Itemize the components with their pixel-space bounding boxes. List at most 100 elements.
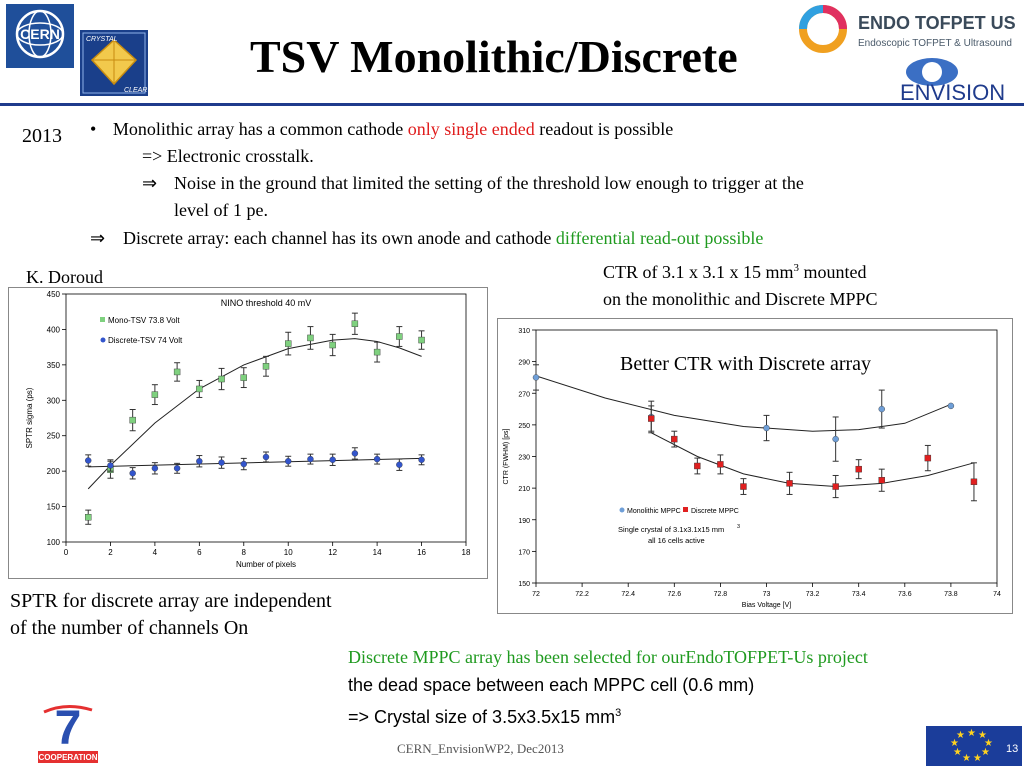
data-point: [151, 465, 159, 472]
y-tick-label: 170: [518, 549, 530, 556]
envision-logo: ENVISION: [896, 52, 1022, 106]
y-tick-label: 400: [47, 325, 61, 334]
crystal-clear-logo: CRYSTAL CLEAR: [80, 30, 148, 96]
data-point: [418, 456, 425, 464]
project-line1: Discrete MPPC array has been selected fo…: [348, 647, 868, 667]
x-tick-label: 10: [284, 548, 293, 557]
bullet-2-pre: Discrete array: each channel has its own…: [123, 228, 556, 248]
y-tick-label: 250: [518, 423, 530, 430]
bullet-2: Discrete array: each channel has its own…: [123, 228, 763, 249]
endo-subtitle: Endoscopic TOFPET & Ultrasound: [858, 38, 1012, 49]
data-point: [717, 461, 724, 468]
bullet-1-sub1: => Electronic crosstalk.: [142, 146, 314, 166]
svg-text:★: ★: [981, 747, 990, 758]
bullet-1-post: readout is possible: [534, 119, 674, 139]
x-tick-label: 72: [532, 591, 540, 598]
project-line2: the dead space between each MPPC cell (0…: [348, 675, 755, 695]
data-point: [694, 462, 701, 470]
data-point: [262, 453, 270, 461]
data-point: [285, 340, 292, 347]
y-tick-label: 150: [47, 503, 61, 512]
y-tick-label: 210: [518, 486, 530, 493]
footer-text: CERN_EnvisionWP2, Dec2013: [397, 741, 564, 756]
fp7-icon: 7 COOPERATION: [38, 702, 98, 763]
svg-text:★: ★: [962, 753, 971, 764]
data-point: [970, 478, 978, 486]
data-point: [373, 348, 381, 356]
y-tick-label: 300: [47, 396, 61, 405]
x-tick-label: 73.6: [898, 591, 912, 598]
data-point: [307, 455, 314, 463]
data-point: [351, 450, 359, 457]
bullet-2-arrow: ⇒: [90, 228, 106, 248]
x-axis-label: Bias Voltage [V]: [742, 602, 791, 609]
x-tick-label: 73.2: [806, 591, 820, 598]
x-tick-label: 8: [242, 548, 247, 557]
data-point: [878, 477, 885, 484]
x-tick-label: 12: [328, 548, 337, 557]
legend-marker: [100, 317, 105, 322]
x-tick-label: 72.4: [621, 591, 635, 598]
slide-title: TSV Monolithic/Discrete: [250, 31, 738, 82]
svg-text:★: ★: [953, 747, 962, 758]
legend-marker: [683, 507, 688, 512]
data-point: [85, 513, 92, 521]
legend-marker: [619, 507, 625, 513]
crystal-label: CRYSTAL: [86, 36, 118, 43]
ctr-note-line1-post: mounted: [799, 262, 867, 282]
endo-ring-icon: ENDO TOFPET US Endoscopic TOFPET & Ultra…: [799, 5, 1016, 53]
bullet-2-green: differential read-out possible: [555, 228, 764, 248]
x-tick-label: 73.4: [852, 591, 866, 598]
envision-text: ENVISION: [900, 80, 1005, 105]
data-point: [532, 374, 540, 381]
data-point: [855, 465, 862, 473]
svg-text:★: ★: [950, 738, 959, 749]
cern-logo: CERN: [6, 4, 74, 68]
x-tick-label: 73.8: [944, 591, 958, 598]
y-axis-label: CTR (FWHM) [ps]: [503, 428, 510, 484]
y-tick-label: 250: [47, 432, 61, 441]
data-point: [671, 435, 678, 443]
ctr-note-line1: CTR of 3.1 x 3.1 x 15 mm: [603, 262, 794, 282]
project-line3: => Crystal size of 3.5x3.5x15 mm3: [348, 699, 868, 731]
svg-text:★: ★: [973, 753, 982, 764]
y-axis-label: SPTR sigma (ps): [25, 387, 34, 448]
svg-text:★: ★: [967, 728, 976, 739]
data-point: [196, 385, 203, 393]
data-point: [240, 374, 247, 381]
year-label: 2013: [22, 125, 62, 147]
ctr-chart: 150 170 190 210 230 250 270 290 310 72 72.2 72.4 72.…: [497, 318, 1013, 614]
data-point: [173, 465, 181, 472]
data-point: [262, 363, 270, 370]
data-point: [173, 368, 181, 376]
ctr-note-sup: 3: [793, 262, 800, 274]
project-line3-sup: 3: [615, 707, 622, 719]
x-tick-label: 14: [373, 548, 382, 557]
ctr-note-line2: on the monolithic and Discrete MPPC: [603, 289, 878, 309]
fp7-label: COOPERATION: [39, 753, 98, 762]
data-point: [285, 458, 292, 465]
title-rule: [0, 103, 1024, 106]
eu-stars-icon: ★ ★★ ★★★ ★★★ 13: [950, 728, 1018, 764]
y-tick-label: 450: [47, 290, 61, 299]
fit-curve: [535, 375, 952, 432]
ctr-note: CTR of 3.1 x 3.1 x 15 mm3 mounted on the…: [603, 255, 877, 313]
envision-eye-icon: ENVISION: [900, 58, 1005, 105]
legend-label: Discrete-TSV 74 Volt: [108, 336, 183, 345]
eu-flag: ★ ★ ★ ★ ★ ★ ★ ★ ★ 13: [926, 726, 1022, 766]
data-point: [832, 483, 839, 490]
x-tick-label: 73: [763, 591, 771, 598]
data-point: [832, 435, 839, 443]
legend-label: Mono-TSV 73.8 Volt: [108, 316, 180, 325]
data-point: [373, 455, 381, 463]
chart-annotation-sup: 3: [737, 524, 740, 530]
plot-area: [65, 293, 467, 543]
data-point: [218, 375, 225, 383]
data-point: [396, 333, 403, 340]
data-point: [85, 457, 92, 464]
y-tick-label: 100: [47, 538, 61, 547]
data-point: [329, 341, 336, 349]
x-tick-label: 72.8: [714, 591, 728, 598]
x-tick-label: 72.6: [667, 591, 681, 598]
fp7-logo: 7 COOPERATION: [36, 698, 100, 764]
